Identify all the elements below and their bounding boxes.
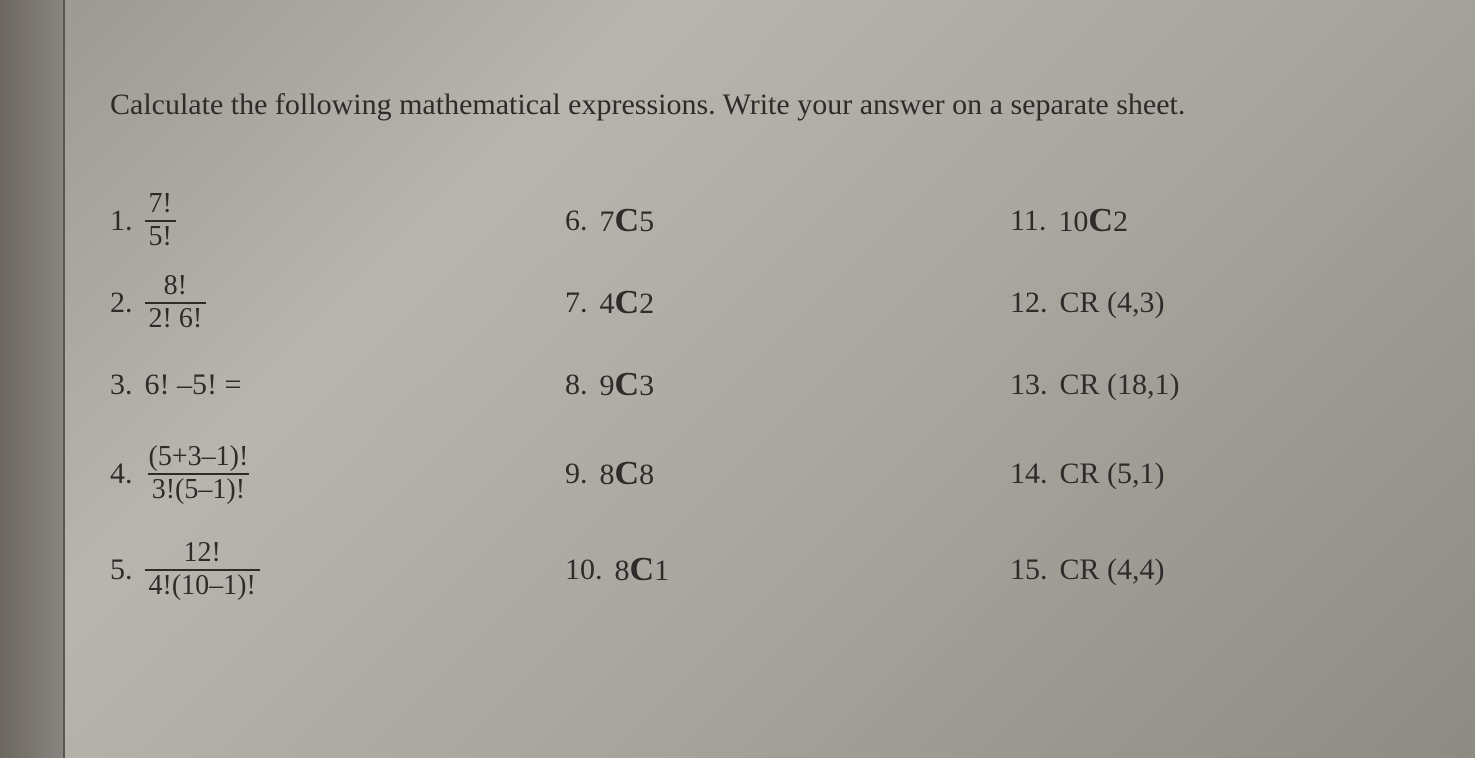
fraction: 7! 5! xyxy=(145,189,176,253)
combination: 7C5 xyxy=(600,202,655,240)
problem-9: 9. 8C8 xyxy=(565,426,1010,522)
problem-number: 9. xyxy=(565,457,588,491)
problems-grid: 1. 7! 5! 2. 8! 2! 6! 3. 6! –5! = 4. xyxy=(110,180,1415,618)
expression: 6! –5! = xyxy=(145,368,242,402)
denominator: 5! xyxy=(145,220,176,253)
problem-number: 7. xyxy=(565,286,588,320)
problem-2: 2. 8! 2! 6! xyxy=(110,262,565,344)
c-symbol: C xyxy=(630,551,655,588)
numerator: 8! xyxy=(160,271,191,302)
cr-expression: CR (4,4) xyxy=(1060,553,1165,587)
column-1: 1. 7! 5! 2. 8! 2! 6! 3. 6! –5! = 4. xyxy=(110,180,565,618)
problem-7: 7. 4C2 xyxy=(565,262,1010,344)
c-symbol: C xyxy=(615,202,640,239)
worksheet-content: Calculate the following mathematical exp… xyxy=(110,78,1415,618)
combination: 9C3 xyxy=(600,366,655,404)
problem-1: 1. 7! 5! xyxy=(110,180,565,262)
fraction: (5+3–1)! 3!(5–1)! xyxy=(145,442,253,506)
fraction: 12! 4!(10–1)! xyxy=(145,538,260,602)
c-symbol: C xyxy=(615,284,640,321)
problem-number: 5. xyxy=(110,553,133,587)
fraction: 8! 2! 6! xyxy=(145,271,207,335)
problem-number: 10. xyxy=(565,553,603,587)
cr-expression: CR (18,1) xyxy=(1060,368,1180,402)
problem-12: 12. CR (4,3) xyxy=(1010,262,1360,344)
combination: 8C8 xyxy=(600,455,655,493)
denominator: 4!(10–1)! xyxy=(145,569,260,602)
problem-5: 5. 12! 4!(10–1)! xyxy=(110,522,565,618)
notebook-edge xyxy=(0,0,65,758)
problem-number: 4. xyxy=(110,457,133,491)
problem-number: 11. xyxy=(1010,204,1046,238)
problem-number: 2. xyxy=(110,286,133,320)
problem-number: 14. xyxy=(1010,457,1048,491)
problem-number: 1. xyxy=(110,204,133,238)
cr-expression: CR (5,1) xyxy=(1060,457,1165,491)
problem-number: 12. xyxy=(1010,286,1048,320)
numerator: 12! xyxy=(179,538,224,569)
problem-8: 8. 9C3 xyxy=(565,344,1010,426)
combination: 10C2 xyxy=(1058,202,1128,240)
problem-number: 8. xyxy=(565,368,588,402)
problem-number: 3. xyxy=(110,368,133,402)
problem-number: 13. xyxy=(1010,368,1048,402)
problem-6: 6. 7C5 xyxy=(565,180,1010,262)
problem-11: 11. 10C2 xyxy=(1010,180,1360,262)
problem-14: 14. CR (5,1) xyxy=(1010,426,1360,522)
problem-13: 13. CR (18,1) xyxy=(1010,344,1360,426)
c-symbol: C xyxy=(615,366,640,403)
instruction-text: Calculate the following mathematical exp… xyxy=(110,78,1415,132)
problem-3: 3. 6! –5! = xyxy=(110,344,565,426)
c-symbol: C xyxy=(615,455,640,492)
combination: 4C2 xyxy=(600,284,655,322)
denominator: 3!(5–1)! xyxy=(148,473,249,506)
denominator: 2! 6! xyxy=(145,302,207,335)
problem-number: 15. xyxy=(1010,553,1048,587)
problem-10: 10. 8C1 xyxy=(565,522,1010,618)
numerator: 7! xyxy=(145,189,176,220)
c-symbol: C xyxy=(1088,202,1113,239)
problem-4: 4. (5+3–1)! 3!(5–1)! xyxy=(110,426,565,522)
numerator: (5+3–1)! xyxy=(145,442,253,473)
cr-expression: CR (4,3) xyxy=(1060,286,1165,320)
problem-15: 15. CR (4,4) xyxy=(1010,522,1360,618)
problem-number: 6. xyxy=(565,204,588,238)
combination: 8C1 xyxy=(615,551,670,589)
column-2: 6. 7C5 7. 4C2 8. 9C3 9. 8C8 10. 8C1 xyxy=(565,180,1010,618)
column-3: 11. 10C2 12. CR (4,3) 13. CR (18,1) 14. … xyxy=(1010,180,1360,618)
